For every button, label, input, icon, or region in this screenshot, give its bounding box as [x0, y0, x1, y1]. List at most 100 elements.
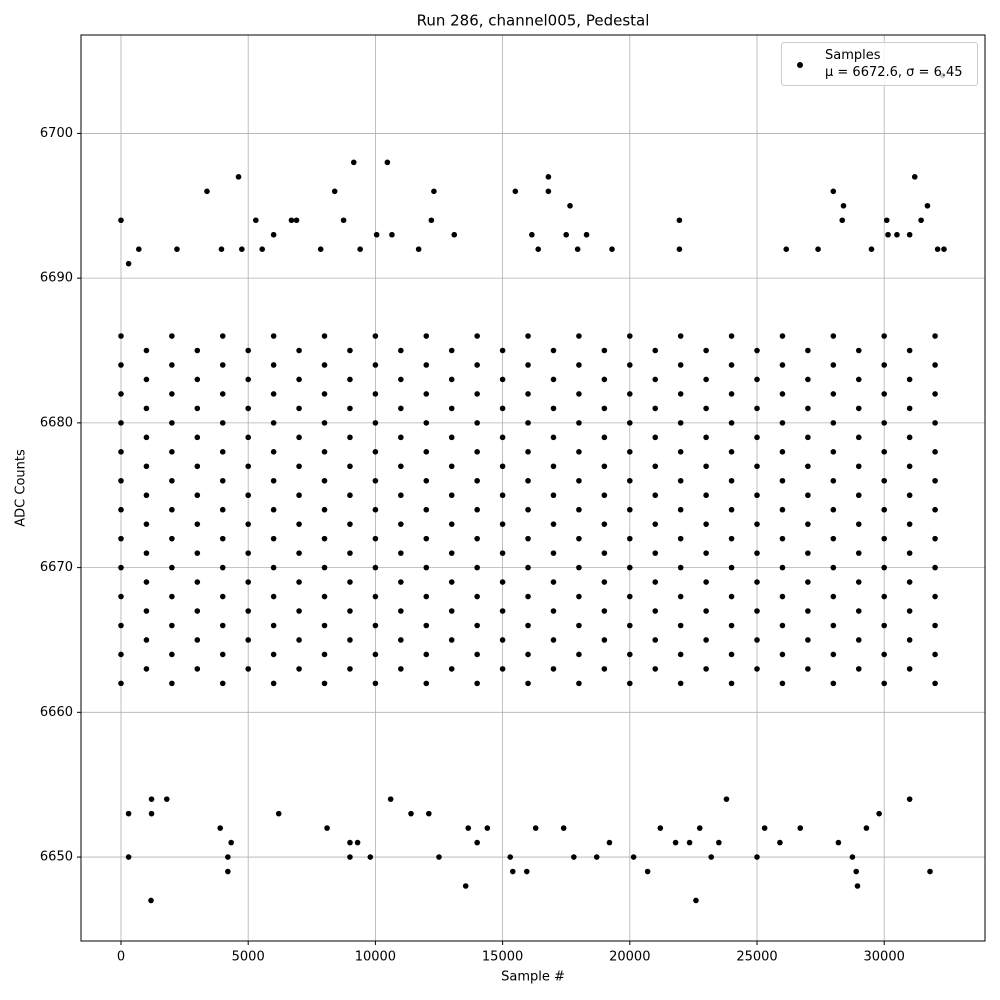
data-point	[779, 593, 786, 600]
data-point	[118, 477, 124, 484]
data-point	[696, 825, 703, 831]
data-point	[525, 651, 531, 658]
data-point	[324, 825, 330, 831]
data-point	[723, 796, 730, 802]
data-point	[245, 492, 251, 499]
data-point	[373, 231, 380, 238]
data-point	[194, 347, 201, 354]
data-point	[855, 521, 862, 527]
data-point	[398, 376, 404, 383]
data-point	[677, 477, 684, 484]
data-point	[855, 666, 862, 672]
data-point	[703, 550, 709, 556]
data-point	[894, 231, 900, 238]
data-point	[525, 535, 531, 542]
data-point	[525, 680, 531, 687]
data-point	[779, 535, 786, 542]
data-point	[423, 362, 430, 368]
data-point	[398, 666, 404, 672]
data-point	[754, 492, 760, 499]
data-point	[474, 651, 480, 658]
data-point	[270, 651, 277, 658]
data-point	[855, 376, 862, 383]
data-point	[372, 333, 379, 339]
data-point	[372, 420, 379, 426]
data-point	[423, 333, 430, 339]
data-point	[372, 680, 379, 687]
data-point	[932, 391, 938, 397]
data-point	[779, 506, 786, 513]
data-point	[728, 449, 735, 455]
legend-label: Samples μ = 6672.6, σ = 6.45	[825, 48, 963, 80]
data-point	[143, 637, 150, 643]
data-point	[576, 449, 582, 455]
data-point	[270, 231, 277, 238]
data-point	[408, 810, 414, 817]
data-point	[906, 492, 913, 499]
data-point	[567, 202, 573, 209]
data-point	[708, 854, 715, 860]
data-point	[881, 477, 888, 484]
data-point	[652, 637, 659, 643]
data-point	[219, 593, 226, 600]
data-point	[728, 477, 735, 484]
data-point	[474, 362, 480, 368]
data-point	[652, 550, 659, 556]
data-point	[174, 246, 180, 252]
data-point	[754, 550, 760, 556]
data-point	[194, 637, 201, 643]
data-point	[535, 246, 542, 252]
data-point	[550, 608, 557, 614]
data-point	[125, 810, 132, 817]
data-point	[883, 217, 890, 224]
data-point	[627, 680, 633, 687]
data-point	[627, 333, 633, 339]
data-point	[728, 593, 735, 600]
data-point	[270, 477, 277, 484]
data-point	[398, 550, 404, 556]
data-point	[347, 405, 353, 412]
data-point	[906, 666, 913, 672]
data-point	[550, 637, 557, 643]
data-point	[932, 449, 938, 455]
data-point	[219, 362, 226, 368]
data-point	[779, 622, 786, 629]
data-point	[652, 376, 659, 383]
data-point	[830, 535, 837, 542]
data-point	[652, 608, 659, 614]
data-point	[593, 854, 600, 860]
data-point	[525, 506, 531, 513]
data-point	[779, 564, 786, 571]
data-point	[296, 550, 302, 556]
data-point	[754, 854, 760, 860]
data-point	[830, 651, 837, 658]
data-point	[321, 622, 328, 629]
data-point	[728, 622, 735, 629]
data-point	[576, 362, 582, 368]
data-point	[204, 188, 210, 195]
data-point	[321, 593, 328, 600]
data-point	[830, 680, 837, 687]
data-point	[868, 246, 875, 252]
data-point	[797, 825, 804, 831]
data-point	[354, 839, 361, 846]
data-point	[805, 608, 811, 614]
data-point	[728, 680, 735, 687]
data-point	[372, 535, 379, 542]
data-point	[805, 492, 811, 499]
data-point	[805, 463, 811, 470]
data-point	[881, 391, 888, 397]
data-point	[270, 593, 277, 600]
data-point	[576, 651, 582, 658]
data-point	[448, 666, 455, 672]
data-point	[545, 188, 552, 195]
data-point	[686, 839, 693, 846]
data-point	[627, 362, 633, 368]
data-point	[703, 463, 709, 470]
data-point	[347, 637, 353, 643]
data-point	[143, 405, 150, 412]
data-point	[118, 391, 124, 397]
data-point	[601, 434, 608, 441]
data-point	[499, 492, 506, 499]
data-point	[219, 477, 226, 484]
